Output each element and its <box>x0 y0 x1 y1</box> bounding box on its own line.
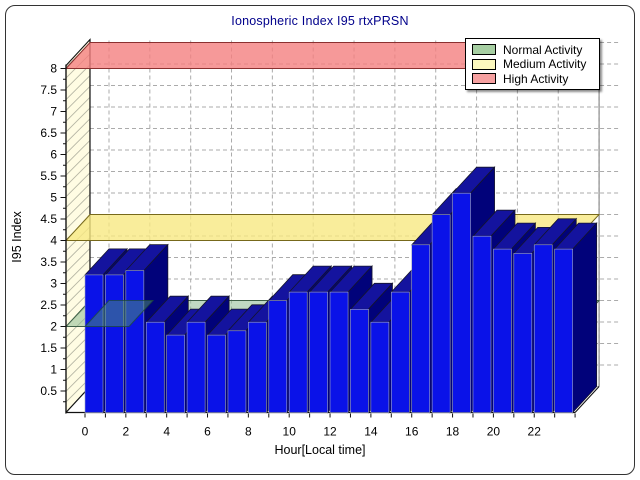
y-tick-label: 4.5 <box>40 212 57 226</box>
bar-front-face <box>554 248 573 413</box>
y-tick-label: 2.5 <box>40 298 57 312</box>
bar-front-face <box>452 192 471 413</box>
y-tick-label: 7.5 <box>40 83 57 97</box>
bar-front-face <box>533 244 553 413</box>
y-tick-label: 2 <box>50 320 57 334</box>
y-tick-label: 4 <box>50 234 57 248</box>
x-tick-label: 2 <box>122 425 129 439</box>
bar-front-face <box>431 214 451 413</box>
bar-front-face <box>84 274 104 413</box>
y-tick-label: 8 <box>50 62 57 76</box>
bar-front-face <box>288 291 308 413</box>
x-tick-label: 18 <box>446 425 460 439</box>
bar-front-face <box>411 244 431 413</box>
bar-front-face <box>145 321 165 413</box>
legend-item-normal: Normal Activity <box>466 43 599 57</box>
bar-front-face <box>350 308 369 413</box>
bar-front-face <box>166 334 185 413</box>
y-tick-label: 5 <box>50 191 57 205</box>
bars-series <box>84 166 598 414</box>
x-tick-label: 16 <box>405 425 419 439</box>
x-tick-label: 10 <box>283 425 297 439</box>
y-axis: 0.5 1 1.5 2 2.5 3 3.5 4 4.5 5 5.5 6 6.5 7 7.5 8 <box>40 62 67 414</box>
bar-front-face <box>207 334 226 413</box>
bar-front-face <box>248 321 267 413</box>
x-axis-title: Hour[Local time] <box>274 443 366 457</box>
x-axis: 0 2 4 6 8 10 12 14 16 18 20 22 <box>82 413 576 439</box>
bar-front-face <box>370 321 390 413</box>
bar-front-face <box>493 248 512 413</box>
legend-label: High Activity <box>503 71 569 86</box>
x-tick-label: 20 <box>487 425 501 439</box>
normal-plane-overlay <box>83 300 155 327</box>
legend-item-high: High Activity <box>466 72 599 86</box>
y-tick-label: 3 <box>50 277 57 291</box>
x-tick-label: 12 <box>323 425 337 439</box>
bar-side-face <box>572 222 598 414</box>
bar-front-face <box>513 253 533 413</box>
legend-item-medium: Medium Activity <box>466 57 599 71</box>
x-tick-label: 14 <box>364 425 378 439</box>
chart-title: Ionospheric Index I95 rtxPRSN <box>231 14 409 28</box>
bar-front-face <box>227 330 247 413</box>
x-tick-label: 8 <box>245 425 252 439</box>
y-tick-label: 0.5 <box>40 384 57 398</box>
bar-front-face <box>186 321 206 413</box>
x-tick-label: 4 <box>163 425 170 439</box>
y-tick-label: 1.5 <box>40 341 57 355</box>
x-tick-label: 22 <box>528 425 542 439</box>
normal-activity-swatch <box>472 44 496 55</box>
bar-front-face <box>309 291 328 413</box>
bar-front-face <box>472 235 492 413</box>
bar-front-face <box>390 291 410 413</box>
bar-front-face <box>329 291 349 413</box>
y-tick-label: 6 <box>50 148 57 162</box>
bar-front-face <box>268 300 288 413</box>
bar-hour-23 <box>553 222 598 414</box>
legend-box: Normal Activity Medium Activity High Act… <box>465 38 600 90</box>
bar-front-face <box>105 274 124 413</box>
legend-label: Normal Activity <box>503 42 583 57</box>
x-tick-label: 6 <box>204 425 211 439</box>
y-axis-title: I95 Index <box>10 211 24 263</box>
y-tick-label: 1 <box>50 363 57 377</box>
legend-label: Medium Activity <box>503 57 587 71</box>
y-tick-label: 5.5 <box>40 169 57 183</box>
high-activity-swatch <box>472 73 496 84</box>
bar-front-face <box>125 270 145 413</box>
x-tick-label: 0 <box>82 425 89 439</box>
medium-activity-swatch <box>472 58 496 70</box>
y-tick-label: 3.5 <box>40 255 57 269</box>
y-tick-label: 7 <box>50 105 57 119</box>
y-tick-label: 6.5 <box>40 126 57 140</box>
